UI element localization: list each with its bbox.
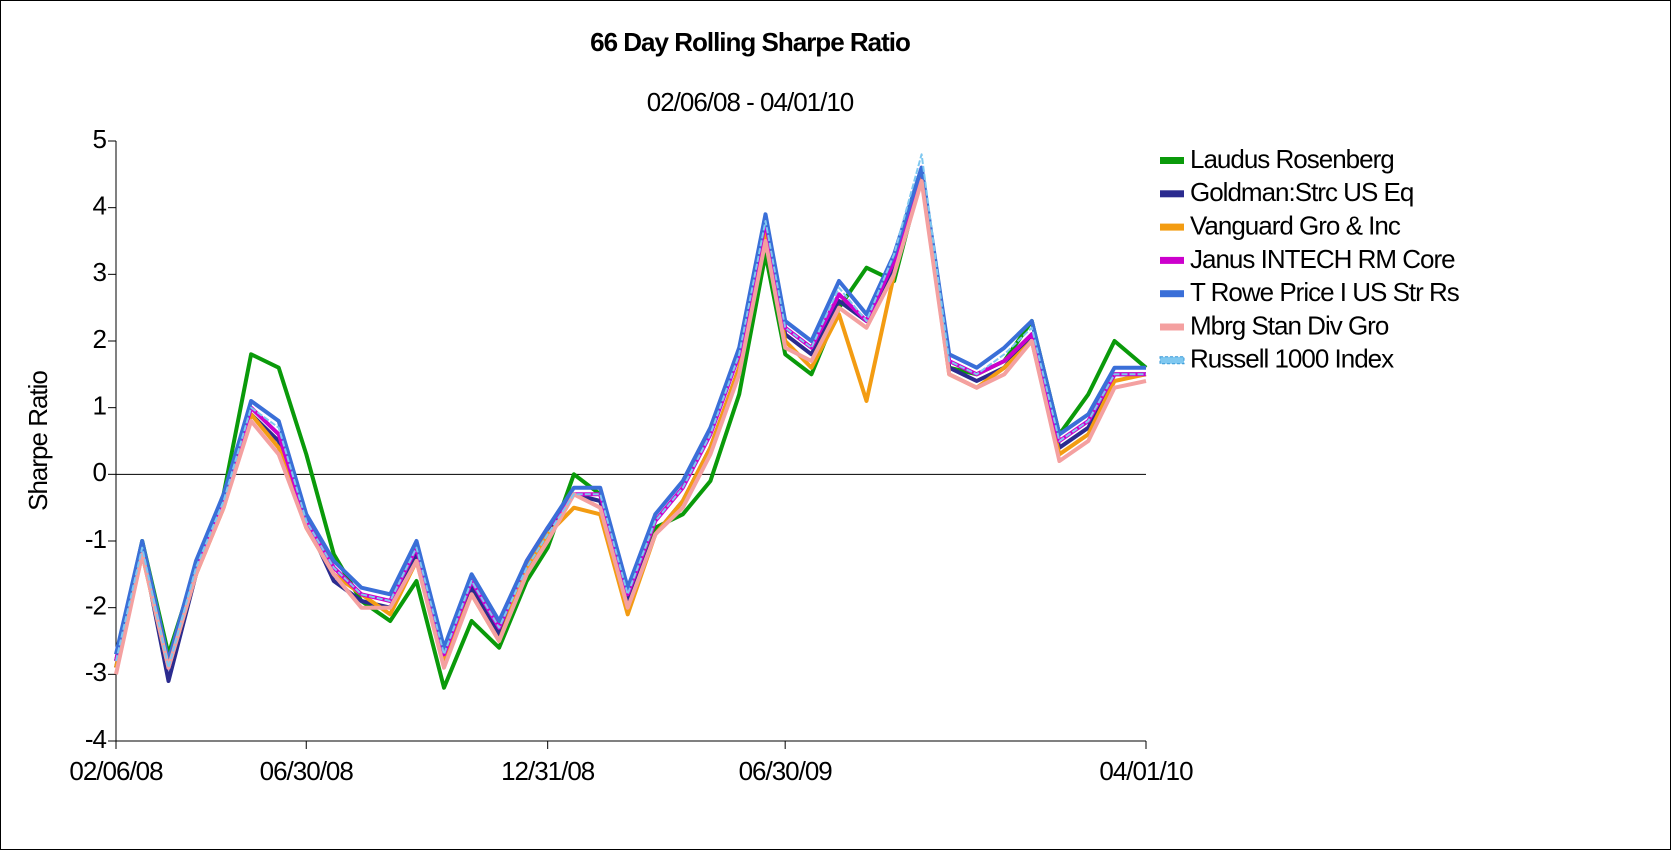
legend-label: Russell 1000 Index	[1190, 344, 1394, 374]
legend-label: Laudus Rosenberg	[1190, 144, 1394, 174]
series-line	[115, 153, 1146, 669]
x-tick-label: 06/30/09	[739, 756, 833, 786]
chart-title: 66 Day Rolling Sharpe Ratio	[590, 27, 910, 57]
y-tick-label: 3	[93, 257, 107, 287]
y-tick-label: -2	[85, 591, 107, 621]
chart-subtitle: 02/06/08 - 04/01/10	[647, 87, 854, 117]
y-tick-label: 1	[93, 391, 107, 421]
legend-swatch	[1160, 157, 1184, 164]
legend-swatch	[1160, 190, 1184, 198]
legend-swatch	[1160, 290, 1184, 298]
legend-swatch	[1159, 356, 1185, 365]
y-tick-label: 0	[93, 457, 107, 487]
y-tick-label: 5	[93, 124, 107, 154]
series-line	[114, 179, 1147, 675]
y-tick-label: -3	[85, 657, 107, 687]
y-tick-label: 2	[93, 324, 107, 354]
legend-swatch	[1160, 223, 1184, 231]
y-tick-label: 4	[93, 191, 107, 221]
x-tick-label: 06/30/08	[260, 756, 354, 786]
legend-label: Vanguard Gro & Inc	[1190, 210, 1401, 240]
legend-label: T Rowe Price I US Str Rs	[1190, 277, 1460, 307]
legend-label: Mbrg Stan Div Gro	[1190, 310, 1389, 340]
x-tick-label: 02/06/08	[69, 756, 163, 786]
y-tick-label: -4	[85, 724, 107, 754]
x-tick-label: 04/01/10	[1099, 756, 1193, 786]
y-axis-label: Sharpe Ratio	[23, 371, 53, 511]
legend-swatch	[1160, 256, 1184, 264]
legend-label: Goldman:Strc US Eq	[1190, 177, 1413, 207]
legend-label: Janus INTECH RM Core	[1190, 244, 1455, 274]
series-line	[114, 165, 1146, 663]
x-tick-label: 12/31/08	[501, 756, 595, 786]
legend-swatch	[1160, 323, 1184, 331]
y-tick-label: -1	[85, 524, 107, 554]
